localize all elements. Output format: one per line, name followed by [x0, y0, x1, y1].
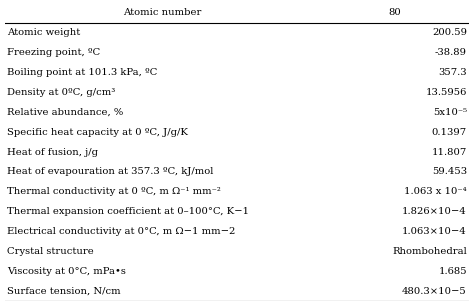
Text: Viscosity at 0°C, mPa•s: Viscosity at 0°C, mPa•s — [7, 267, 126, 276]
Text: -38.89: -38.89 — [435, 48, 467, 57]
Text: Surface tension, N/cm: Surface tension, N/cm — [7, 287, 121, 295]
Text: Rhombohedral: Rhombohedral — [392, 247, 467, 256]
Text: 357.3: 357.3 — [438, 68, 467, 77]
Text: 200.59: 200.59 — [432, 28, 467, 37]
Text: 480.3×10−5: 480.3×10−5 — [402, 287, 467, 295]
Text: 1.826×10−4: 1.826×10−4 — [402, 207, 467, 216]
Text: Heat of evapouration at 357.3 ºC, kJ/mol: Heat of evapouration at 357.3 ºC, kJ/mol — [7, 168, 213, 176]
Text: 1.685: 1.685 — [438, 267, 467, 276]
Text: Crystal structure: Crystal structure — [7, 247, 94, 256]
Text: Electrical conductivity at 0°C, m Ω−1 mm−2: Electrical conductivity at 0°C, m Ω−1 mm… — [7, 227, 236, 236]
Text: Atomic number: Atomic number — [124, 9, 202, 17]
Text: Freezing point, ºC: Freezing point, ºC — [7, 48, 100, 57]
Text: 5x10⁻⁵: 5x10⁻⁵ — [433, 108, 467, 117]
Text: Boiling point at 101.3 kPa, ºC: Boiling point at 101.3 kPa, ºC — [7, 68, 157, 77]
Text: 13.5956: 13.5956 — [426, 88, 467, 97]
Text: Thermal conductivity at 0 ºC, m Ω⁻¹ mm⁻²: Thermal conductivity at 0 ºC, m Ω⁻¹ mm⁻² — [7, 187, 221, 196]
Text: Atomic weight: Atomic weight — [7, 28, 80, 37]
Text: Density at 0ºC, g/cm³: Density at 0ºC, g/cm³ — [7, 88, 115, 97]
Text: 59.453: 59.453 — [432, 168, 467, 176]
Text: 1.063×10−4: 1.063×10−4 — [402, 227, 467, 236]
Text: Specific heat capacity at 0 ºC, J/g/K: Specific heat capacity at 0 ºC, J/g/K — [7, 128, 188, 136]
Text: Relative abundance, %: Relative abundance, % — [7, 108, 123, 117]
Text: 80: 80 — [389, 9, 401, 17]
Text: 0.1397: 0.1397 — [432, 128, 467, 136]
Text: Thermal expansion coefficient at 0–100°C, K−1: Thermal expansion coefficient at 0–100°C… — [7, 207, 249, 216]
Text: 11.807: 11.807 — [432, 147, 467, 157]
Text: Heat of fusion, j/g: Heat of fusion, j/g — [7, 147, 98, 157]
Text: 1.063 x 10⁻⁴: 1.063 x 10⁻⁴ — [404, 187, 467, 196]
